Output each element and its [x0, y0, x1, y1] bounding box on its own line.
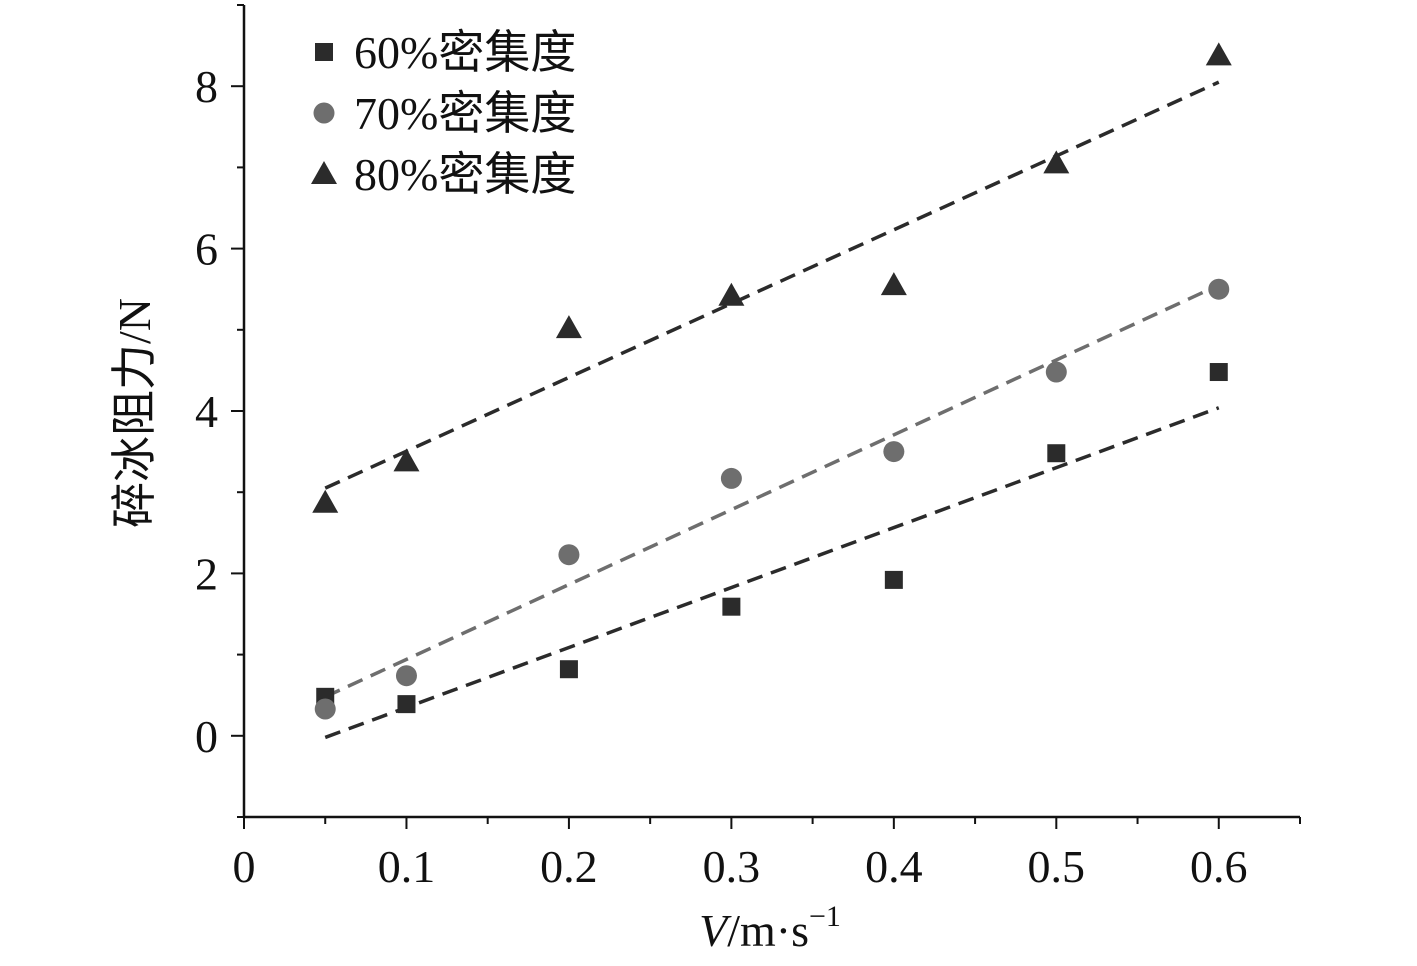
- y-tick-label: 2: [195, 548, 218, 599]
- square-data-point: [884, 570, 903, 589]
- legend-label: 80%密集度: [354, 149, 576, 200]
- fit-line: [324, 406, 1220, 740]
- fit-line: [324, 80, 1220, 490]
- x-tick-label: 0.2: [540, 841, 598, 892]
- square-data-point: [1209, 363, 1228, 382]
- square-data-point: [397, 695, 416, 714]
- x-axis-label-italic: V: [699, 905, 732, 956]
- x-tick-label: 0.5: [1028, 841, 1086, 892]
- x-axis-label: V/m·s−1: [699, 900, 841, 956]
- triangle-data-point: [555, 315, 582, 339]
- legend-triangle-marker: [311, 161, 337, 184]
- y-tick-label: 8: [195, 61, 218, 112]
- markers: [312, 42, 1232, 720]
- circle-data-point: [720, 467, 742, 489]
- square-data-point: [1047, 444, 1066, 463]
- x-tick-label: 0.3: [703, 841, 761, 892]
- square-data-point: [559, 660, 578, 679]
- x-tick-label: 0.1: [378, 841, 436, 892]
- x-axis-label-unit: /m·s: [727, 905, 809, 956]
- y-tick-label: 0: [195, 711, 218, 762]
- circle-data-point: [1208, 278, 1230, 300]
- fit-lines: [324, 80, 1220, 740]
- triangle-data-point: [393, 448, 420, 472]
- triangle-data-point: [1043, 150, 1070, 174]
- legend-square-marker: [315, 43, 333, 61]
- legend: 60%密集度 70%密集度 80%密集度: [311, 27, 576, 200]
- circle-data-point: [883, 441, 905, 463]
- legend-label: 60%密集度: [354, 27, 576, 78]
- circle-data-point: [558, 544, 580, 566]
- tick-labels: 0 0.1 0.2 0.3 0.4 0.5 0.6 0 2 4 6 8: [195, 61, 1248, 892]
- triangle-data-point: [1205, 42, 1232, 66]
- x-tick-label: 0: [233, 841, 256, 892]
- y-tick-label: 6: [195, 224, 218, 275]
- circle-data-point: [314, 698, 336, 720]
- triangle-data-point: [718, 282, 745, 306]
- x-axis-label-superscript: −1: [809, 900, 841, 933]
- circle-data-point: [1045, 361, 1067, 383]
- fit-line: [324, 283, 1220, 699]
- square-data-point: [722, 597, 741, 616]
- triangle-data-point: [312, 489, 339, 513]
- y-tick-label: 4: [195, 386, 218, 437]
- triangle-data-point: [880, 272, 907, 296]
- x-tick-label: 0.6: [1190, 841, 1248, 892]
- x-tick-label: 0.4: [865, 841, 923, 892]
- legend-label: 70%密集度: [354, 88, 576, 139]
- legend-circle-marker: [313, 102, 335, 124]
- circle-data-point: [395, 665, 417, 687]
- y-axis-label: 碎冰阻力/N: [109, 298, 160, 528]
- ticks: [231, 4, 1301, 829]
